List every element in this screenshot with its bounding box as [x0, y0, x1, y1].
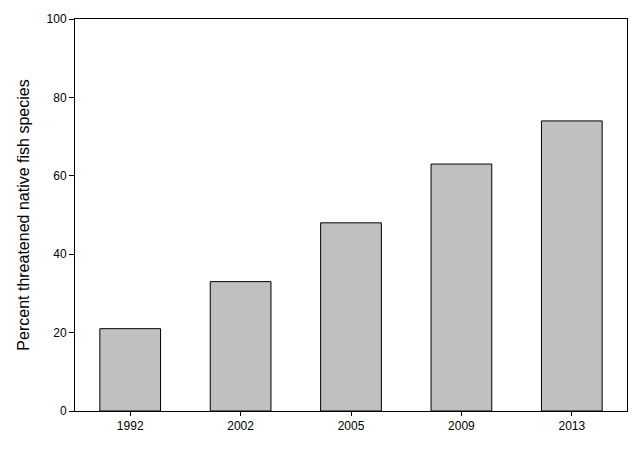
svg-text:80: 80 — [53, 91, 67, 105]
svg-text:0: 0 — [60, 404, 67, 418]
svg-text:60: 60 — [53, 169, 67, 183]
svg-text:100: 100 — [47, 12, 67, 26]
svg-text:2005: 2005 — [338, 419, 365, 433]
svg-text:2009: 2009 — [448, 419, 475, 433]
svg-text:1992: 1992 — [117, 419, 144, 433]
svg-text:2013: 2013 — [558, 419, 585, 433]
svg-text:20: 20 — [53, 326, 67, 340]
svg-text:40: 40 — [53, 247, 67, 261]
svg-text:Percent threatened native fish: Percent threatened native fish species — [15, 79, 32, 350]
svg-text:2002: 2002 — [227, 419, 254, 433]
